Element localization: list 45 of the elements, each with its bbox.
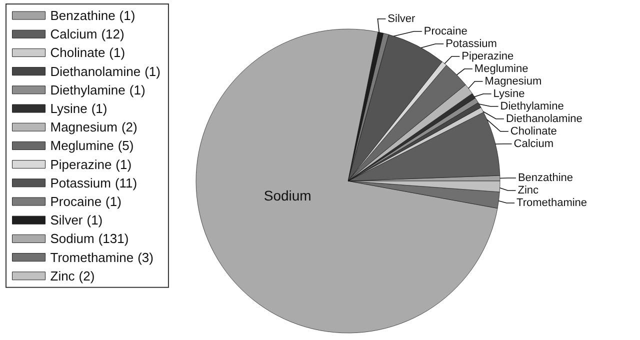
legend-label: Calcium — [50, 26, 98, 42]
data-label: (1) — [129, 82, 146, 98]
data-label: (11) — [114, 175, 138, 190]
slice-label: Tromethamine — [516, 197, 588, 210]
slice-label: Magnesium — [484, 75, 542, 88]
slice-label: Diethylamine — [500, 100, 564, 112]
slice-label: Piperazine — [462, 50, 514, 62]
legend-label: Piperazine — [50, 156, 112, 172]
slice-label: Lysine — [493, 88, 525, 100]
data-label: (1) — [116, 156, 132, 172]
data-label: (2) — [121, 120, 138, 135]
slice-label: Calcium — [514, 138, 554, 150]
legend-label: Lysine — [50, 101, 88, 116]
legend-label: Procaine — [50, 194, 102, 209]
data-label: (1) — [106, 194, 122, 209]
legend-label: Potassium — [50, 175, 111, 190]
data-label: (131) — [98, 231, 129, 246]
slice-label: Silver — [388, 12, 416, 25]
data-label: (1) — [144, 64, 160, 79]
legend-label: Benzathine — [50, 8, 116, 23]
legend-label: Cholinate — [50, 45, 106, 60]
data-label: (1) — [86, 212, 103, 228]
slice-label: Diethanolamine — [506, 112, 582, 125]
data-label: (1) — [91, 101, 108, 116]
legend-label: Tromethamine — [50, 250, 134, 265]
legend-label: Diethanolamine — [50, 64, 141, 79]
legend-label: Diethylamine — [50, 82, 126, 98]
data-label: (1) — [109, 45, 126, 60]
data-label: (12) — [101, 26, 124, 42]
slice-label: Zinc — [518, 184, 540, 197]
slice-label: Procaine — [424, 25, 468, 38]
data-label: (3) — [138, 250, 154, 265]
legend-label: Sodium — [50, 231, 94, 246]
data-label: (2) — [78, 268, 95, 284]
slice-label: Potassium — [446, 38, 497, 50]
legend-label: Meglumine — [50, 138, 114, 154]
slice-label: Meglumine — [474, 62, 528, 75]
slice-label: Sodium — [264, 187, 312, 204]
legend-label: Magnesium — [50, 120, 118, 135]
legend-label: Silver — [50, 212, 84, 228]
legend-label: Zinc — [50, 268, 76, 284]
slice-label: Benzathine — [518, 172, 574, 184]
data-label: (1) — [119, 8, 136, 23]
data-label: (5) — [118, 138, 134, 154]
slice-label: Cholinate — [510, 125, 557, 138]
